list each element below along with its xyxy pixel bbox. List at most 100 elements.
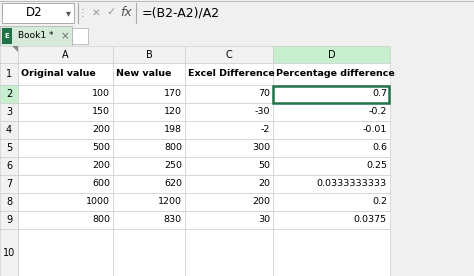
Text: 500: 500 (92, 144, 110, 153)
Bar (18, 63, 113, 85)
Text: New value: New value (116, 70, 172, 78)
Text: fx: fx (120, 7, 132, 20)
Text: 9: 9 (6, 215, 12, 225)
Bar (273, 139, 390, 157)
Bar (185, 175, 273, 193)
Text: B: B (146, 49, 152, 60)
Text: 8: 8 (6, 197, 12, 207)
Bar (273, 63, 390, 85)
Text: 5: 5 (6, 143, 12, 153)
Text: Percentage difference: Percentage difference (276, 70, 395, 78)
Text: 3: 3 (6, 107, 12, 117)
Bar (18, 121, 113, 139)
Bar (0, 26, 72, 46)
Text: 120: 120 (164, 107, 182, 116)
Text: 10: 10 (3, 248, 15, 258)
Bar (185, 63, 273, 85)
Bar (0, 139, 18, 157)
Bar (18, 103, 113, 121)
Text: 7: 7 (6, 179, 12, 189)
Text: 30: 30 (258, 216, 270, 224)
Bar (113, 121, 185, 139)
Text: 2: 2 (6, 89, 12, 99)
Text: 170: 170 (164, 89, 182, 99)
Text: 150: 150 (92, 107, 110, 116)
Text: 1: 1 (6, 69, 12, 79)
Text: 800: 800 (92, 216, 110, 224)
Bar (0, 121, 18, 139)
Bar (113, 85, 185, 103)
Text: 200: 200 (252, 198, 270, 206)
Text: 1200: 1200 (158, 198, 182, 206)
Polygon shape (12, 46, 18, 52)
Text: 620: 620 (164, 179, 182, 189)
Text: -0.01: -0.01 (363, 126, 387, 134)
Bar (113, 46, 185, 63)
Text: Book1 *: Book1 * (18, 31, 54, 41)
Bar (18, 139, 113, 157)
Bar (185, 139, 273, 157)
Bar (273, 175, 390, 193)
Text: 0.0333333333: 0.0333333333 (317, 179, 387, 189)
Bar (0, 175, 18, 193)
Text: 0.2: 0.2 (372, 198, 387, 206)
Text: A: A (62, 49, 69, 60)
Text: -2: -2 (261, 126, 270, 134)
Text: ⋮: ⋮ (78, 8, 88, 18)
Text: 0.7: 0.7 (372, 89, 387, 99)
Text: E: E (5, 33, 9, 39)
Bar (113, 175, 185, 193)
Bar (273, 157, 390, 175)
Text: -0.2: -0.2 (369, 107, 387, 116)
Bar (18, 85, 113, 103)
Bar (0, 63, 18, 85)
Text: 0.0375: 0.0375 (354, 216, 387, 224)
Text: 250: 250 (164, 161, 182, 171)
Text: 198: 198 (164, 126, 182, 134)
Bar (185, 229, 273, 276)
Bar (185, 103, 273, 121)
Text: Excel Difference: Excel Difference (188, 70, 275, 78)
Bar (273, 229, 390, 276)
Text: =(B2-A2)/A2: =(B2-A2)/A2 (142, 7, 220, 20)
Bar (273, 86, 390, 102)
Bar (2, 3, 74, 23)
Text: 70: 70 (258, 89, 270, 99)
Text: -30: -30 (255, 107, 270, 116)
Text: 200: 200 (92, 126, 110, 134)
Text: C: C (226, 49, 232, 60)
Bar (273, 103, 390, 121)
Bar (113, 103, 185, 121)
Bar (273, 85, 390, 103)
Bar (18, 211, 113, 229)
Text: Original value: Original value (21, 70, 96, 78)
Text: ✓: ✓ (106, 7, 116, 17)
Bar (18, 193, 113, 211)
Text: 0.6: 0.6 (372, 144, 387, 153)
Text: ▾: ▾ (65, 8, 71, 18)
Bar (113, 157, 185, 175)
Text: 100: 100 (92, 89, 110, 99)
Text: 200: 200 (92, 161, 110, 171)
Text: ×: × (61, 31, 69, 41)
Bar (273, 121, 390, 139)
Text: 800: 800 (164, 144, 182, 153)
Text: 50: 50 (258, 161, 270, 171)
Bar (185, 157, 273, 175)
Text: ✕: ✕ (91, 7, 100, 17)
Bar (113, 193, 185, 211)
Bar (0, 193, 18, 211)
Text: D: D (328, 49, 335, 60)
Text: D2: D2 (26, 7, 42, 20)
Text: 20: 20 (258, 179, 270, 189)
Bar (18, 157, 113, 175)
Bar (273, 46, 390, 63)
Bar (185, 211, 273, 229)
Bar (0, 157, 18, 175)
Bar (0, 85, 18, 103)
Bar (2, 28, 12, 44)
Bar (113, 139, 185, 157)
Bar (273, 193, 390, 211)
Text: 6: 6 (6, 161, 12, 171)
Bar (0, 229, 18, 276)
